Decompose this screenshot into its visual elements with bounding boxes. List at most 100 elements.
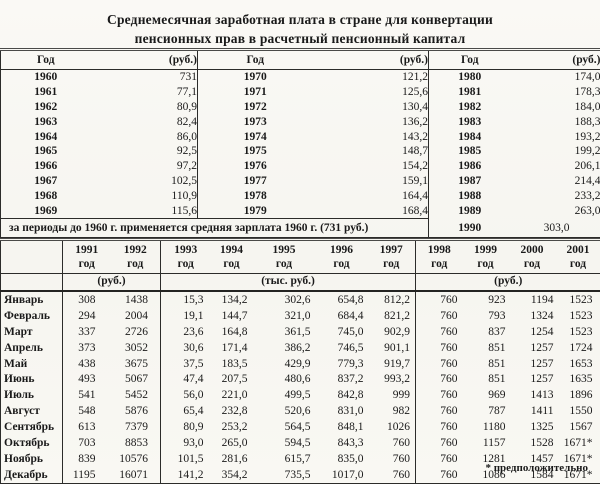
value-cell: 851 bbox=[463, 356, 509, 372]
year-cell: 1984 bbox=[429, 129, 511, 144]
value-cell: 999 bbox=[368, 387, 416, 403]
value-cell: 848,1 bbox=[316, 419, 368, 435]
year-word: год bbox=[211, 258, 253, 272]
value-cell: 731 bbox=[91, 70, 198, 85]
month-cell: Июль bbox=[1, 387, 63, 403]
value-cell: 121,2 bbox=[313, 70, 429, 85]
year-cell: 1986 bbox=[429, 159, 511, 174]
value-cell: 1438 bbox=[111, 291, 161, 308]
year-number: 1994 bbox=[211, 244, 253, 258]
value-cell: 760 bbox=[416, 467, 463, 483]
value-cell: 735,5 bbox=[253, 467, 316, 483]
value-cell: 1413 bbox=[509, 387, 556, 403]
value-cell: 7379 bbox=[111, 419, 161, 435]
value-cell: 130,4 bbox=[313, 100, 429, 115]
value-cell: 3052 bbox=[111, 340, 161, 356]
value-cell: 19,1 bbox=[161, 308, 211, 324]
value-cell: 232,8 bbox=[211, 403, 253, 419]
month-cell: Август bbox=[1, 403, 63, 419]
year-cell: 1980 bbox=[429, 70, 511, 85]
year-cell: 1979 bbox=[198, 203, 313, 218]
value-cell: 1257 bbox=[509, 340, 556, 356]
year-cell: 1962 bbox=[1, 100, 91, 115]
year-word: год bbox=[463, 258, 509, 272]
value-cell: 1257 bbox=[509, 371, 556, 387]
value-cell: 5067 bbox=[111, 371, 161, 387]
year-cell: 1974 bbox=[198, 129, 313, 144]
value-cell: 760 bbox=[416, 291, 463, 308]
value-cell: 793 bbox=[463, 308, 509, 324]
year-cell: 1989 bbox=[429, 203, 511, 218]
month-cell: Ноябрь bbox=[1, 451, 63, 467]
yearly-table-note-row: за периоды до 1960 г. применяется средня… bbox=[1, 218, 600, 237]
value-cell: 354,2 bbox=[211, 467, 253, 483]
year-cell: 1982 bbox=[429, 100, 511, 115]
year-column-header: Год bbox=[1, 50, 91, 70]
value-cell: 684,4 bbox=[316, 308, 368, 324]
value-cell: 1896 bbox=[556, 387, 600, 403]
value-cell: 171,4 bbox=[211, 340, 253, 356]
value-cell: 97,2 bbox=[91, 159, 198, 174]
value-cell: 1567 bbox=[556, 419, 600, 435]
value-cell: 294 bbox=[63, 308, 111, 324]
value-cell: 969 bbox=[463, 387, 509, 403]
value-cell: 2004 bbox=[111, 308, 161, 324]
value-cell: 564,5 bbox=[253, 419, 316, 435]
value-cell: 837,2 bbox=[316, 371, 368, 387]
year-cell: 1967 bbox=[1, 174, 91, 189]
value-cell: 214,4 bbox=[511, 174, 600, 189]
month-cell: Январь bbox=[1, 291, 63, 308]
value-cell: 308 bbox=[63, 291, 111, 308]
value-cell: 1017,0 bbox=[316, 467, 368, 483]
value-cell: 1026 bbox=[368, 419, 416, 435]
value-cell: 760 bbox=[416, 371, 463, 387]
value-cell: 3675 bbox=[111, 356, 161, 372]
value-cell: 164,4 bbox=[313, 188, 429, 203]
year-column-header: Год bbox=[198, 50, 313, 70]
value-cell: 302,6 bbox=[253, 291, 316, 308]
value-cell: 102,5 bbox=[91, 174, 198, 189]
value-cell: 760 bbox=[416, 340, 463, 356]
value-cell: 178,3 bbox=[511, 85, 600, 100]
value-cell: 1180 bbox=[463, 419, 509, 435]
document-title-line1: Среднемесячная заработная плата в стране… bbox=[0, 11, 600, 30]
document-title: Среднемесячная заработная плата в стране… bbox=[0, 0, 600, 48]
value-cell: 183,5 bbox=[211, 356, 253, 372]
year-word: год bbox=[316, 258, 368, 272]
value-cell: 148,7 bbox=[313, 144, 429, 159]
value-cell: 136,2 bbox=[313, 114, 429, 129]
year-word: год bbox=[253, 258, 316, 272]
value-cell: 615,7 bbox=[253, 451, 316, 467]
value-cell: 263,0 bbox=[511, 203, 600, 218]
year-cell: 1985 bbox=[429, 144, 511, 159]
value-cell: 188,3 bbox=[511, 114, 600, 129]
value-cell: 835,0 bbox=[316, 451, 368, 467]
value-cell: 386,2 bbox=[253, 340, 316, 356]
value-cell: 760 bbox=[416, 324, 463, 340]
year-number: 1995 bbox=[253, 244, 316, 258]
document-title-line2: пенсионных прав в расчетный пенсионный к… bbox=[0, 30, 600, 49]
value-cell: 303,0 bbox=[511, 218, 600, 237]
month-cell: Октябрь bbox=[1, 435, 63, 451]
value-cell: 821,2 bbox=[368, 308, 416, 324]
year-cell: 1990 bbox=[429, 218, 511, 237]
value-cell: 2726 bbox=[111, 324, 161, 340]
value-cell: 80,9 bbox=[161, 419, 211, 435]
value-cell: 541 bbox=[63, 387, 111, 403]
value-cell: 760 bbox=[368, 451, 416, 467]
value-cell: 82,4 bbox=[91, 114, 198, 129]
